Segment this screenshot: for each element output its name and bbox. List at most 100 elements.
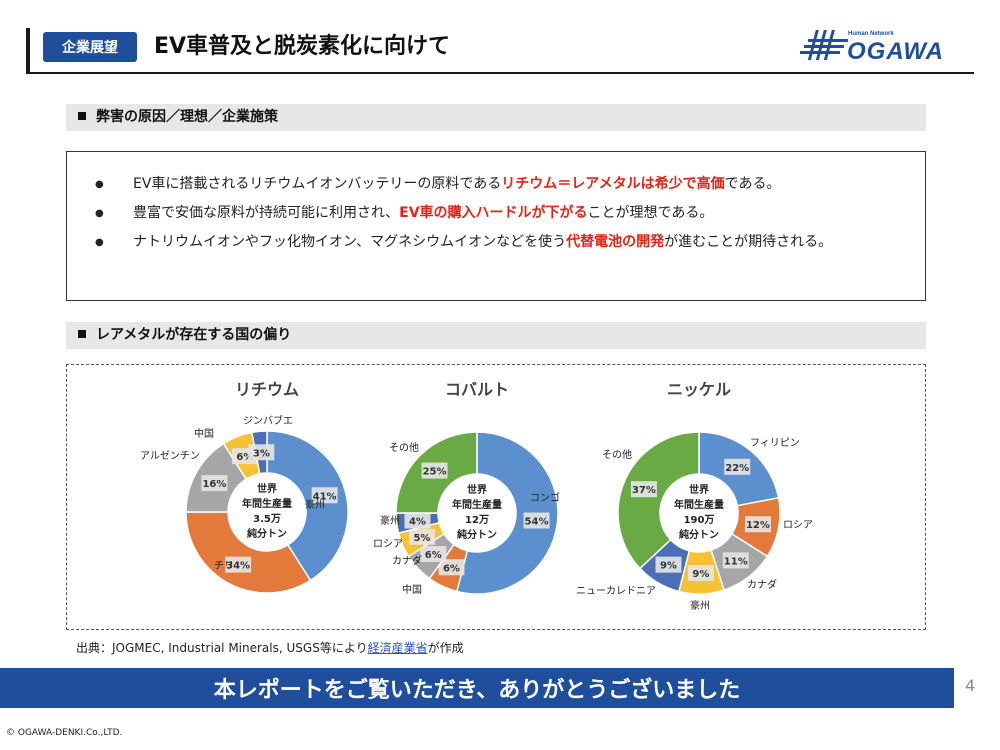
category-label: 豪州 [380, 514, 400, 527]
square-bullet-icon [78, 112, 86, 120]
data-label-box [630, 481, 657, 498]
donut-center [229, 474, 305, 550]
logo-tagline: Human Network [848, 31, 894, 37]
data-label: 6% [443, 563, 460, 574]
bullet-dot-icon: ● [95, 179, 104, 190]
center-label: 年間生産量 [452, 498, 502, 511]
category-badge: 企業展望 [43, 32, 137, 62]
donut-slice [185, 511, 312, 594]
category-label: カナダ [392, 554, 422, 567]
section-header-rare-metals: レアメタルが存在する国の偏り [66, 322, 926, 349]
center-label: 12万 [465, 514, 489, 526]
category-label: フィリピン [750, 437, 800, 449]
data-label: 3% [253, 448, 270, 459]
data-label-box [225, 556, 252, 573]
data-label: 6% [236, 452, 253, 463]
bullet-box: ● EV車に搭載されるリチウムイオンバッテリーの原料であるリチウム＝レアメタルは… [66, 151, 926, 301]
data-label: 9% [692, 569, 709, 580]
category-label: 豪州 [690, 599, 710, 612]
category-label: 中国 [402, 583, 422, 596]
charts-box: リチウム 41% 豪州 34% チリ 16% アルゼンチン 6% 中国 3% ジンバブエ 世界 年間生産… [66, 364, 926, 630]
data-label-box [421, 462, 448, 479]
data-label-box [438, 559, 465, 576]
category-label: アルゼンチン [140, 450, 200, 462]
data-label: 22% [725, 463, 749, 474]
donut-slice [266, 430, 349, 582]
data-label: 12% [746, 520, 770, 531]
title-bar: 企業展望 EV車普及と脱炭素化に向けて [26, 28, 974, 74]
bullet-highlight: 代替電池の開発 [566, 234, 665, 250]
list-item: ● ナトリウムイオンやフッ化物イオン、マグネシウムイオンなどを使う代替電池の開発… [95, 228, 905, 257]
data-label: 41% [313, 491, 337, 502]
section-header-causes: 弊害の原因／理想／企業施策 [66, 104, 926, 131]
center-label: 年間生産量 [674, 498, 724, 511]
category-label: ロシア [783, 520, 813, 531]
category-label: チリ [214, 560, 234, 572]
data-label-box [744, 516, 771, 533]
bullet-highlight: EV車の購入ハードルが下がる [399, 205, 588, 221]
bullet-text: 豊富で安価な原料が持続可能に利用され、 [133, 205, 400, 221]
title-underline [26, 72, 974, 74]
center-label: 年間生産量 [242, 497, 292, 510]
center-label: 世界 [689, 483, 709, 496]
bullet-dot-icon: ● [95, 208, 104, 219]
data-label-box [408, 528, 435, 545]
data-label-box [724, 458, 751, 475]
data-label: 5% [413, 533, 430, 544]
source-text: 出典：JOGMEC, Industrial Minerals, USGS等により [76, 641, 368, 655]
data-label: 6% [425, 550, 442, 561]
data-label-box [404, 512, 431, 529]
center-label: 世界 [467, 483, 487, 496]
bullet-text: ナトリウムイオンやフッ化物イオン、マグネシウムイオンなどを使う [133, 234, 567, 250]
center-label: 純分トン [457, 528, 497, 541]
donut-center [661, 475, 737, 551]
section-title: レアメタルが存在する国の偏り [96, 327, 292, 343]
data-label: 54% [525, 517, 549, 528]
list-item: ● 豊富で安価な原料が持続可能に利用され、EV車の購入ハードルが下がることが理想… [95, 199, 905, 228]
bullet-text: EV車に搭載されるリチウムイオンバッテリーの原料である [133, 176, 502, 192]
category-label: その他 [602, 448, 632, 461]
source-link[interactable]: 経済産業省 [367, 641, 428, 655]
thanks-banner: 本レポートをご覧いただき、ありがとうございました [0, 668, 954, 708]
data-label: 11% [724, 556, 748, 567]
category-label: 中国 [194, 427, 214, 440]
chart-title: リチウム [235, 380, 299, 399]
donut-slice [617, 431, 700, 570]
logo-name: OGAWA [847, 38, 944, 65]
center-label: 190万 [684, 514, 715, 526]
data-label: 9% [660, 561, 677, 572]
square-bullet-icon [78, 330, 86, 338]
data-label-box [687, 564, 714, 581]
title-accent-line [26, 28, 30, 74]
center-label: 世界 [257, 482, 277, 495]
source-text-end: が作成 [427, 641, 464, 655]
center-label: 3.5万 [253, 513, 281, 525]
source-note: 出典：JOGMEC, Industrial Minerals, USGS等により… [76, 639, 464, 656]
data-label: 25% [423, 467, 447, 478]
data-label: 37% [632, 485, 656, 496]
list-item: ● EV車に搭載されるリチウムイオンバッテリーの原料であるリチウム＝レアメタルは… [95, 170, 905, 199]
data-label-box [311, 487, 338, 504]
category-label: ジンバブエ [243, 414, 293, 427]
donut-center [439, 475, 515, 551]
donut-slice [455, 431, 559, 595]
bullet-list: ● EV車に搭載されるリチウムイオンバッテリーの原料であるリチウム＝レアメタルは… [95, 170, 905, 257]
logo-mark-icon [800, 30, 848, 60]
bullet-text-end: ことが理想である。 [587, 205, 714, 221]
bullet-dot-icon: ● [95, 237, 104, 248]
category-label: コンゴ [530, 491, 560, 504]
data-label-box [722, 552, 749, 569]
data-label-box [523, 512, 550, 529]
copyright: © OGAWA-DENKI.Co.,LTD. [6, 728, 123, 738]
data-label-box [201, 475, 228, 492]
data-label: 4% [409, 517, 426, 528]
page-number: 4 [965, 676, 976, 695]
bullet-text-end: が進むことが期待される。 [664, 234, 833, 250]
page-title: EV車普及と脱炭素化に向けて [154, 34, 451, 59]
data-label: 34% [226, 561, 250, 572]
category-label: ニューカレドニア [576, 585, 656, 597]
data-label-box [655, 556, 682, 573]
category-label: その他 [389, 441, 419, 454]
category-label: カナダ [747, 578, 777, 591]
category-label: 豪州 [305, 498, 325, 511]
